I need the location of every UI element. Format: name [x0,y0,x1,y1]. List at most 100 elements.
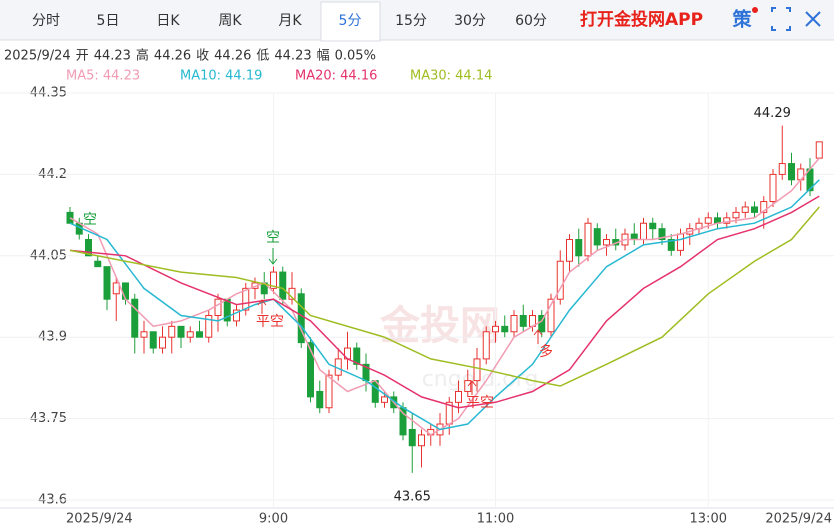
info-value: 44.23 [94,49,131,64]
candle-body [538,314,546,333]
ma-line [69,179,820,431]
candle-body [519,314,527,327]
candle-body [482,331,490,360]
x-tick-label: 2025/9/24 [66,512,133,527]
strategy-icon[interactable]: 策 [732,8,752,31]
tab[interactable]: 5日 [97,13,120,29]
candle-body [122,282,129,300]
candle-body [704,217,712,224]
candle-body [547,298,555,333]
candle-body [788,163,795,181]
candle-body [408,428,416,447]
x-tick-label: 2025/9/24 [765,512,832,527]
close-icon[interactable] [805,11,821,27]
candle-body [566,239,573,262]
candle-body [159,336,166,349]
info-value: 0.05% [335,49,376,64]
active-tab-box [320,1,381,42]
candle-body [168,325,176,338]
tab[interactable]: 15分 [395,13,427,29]
tab[interactable]: 30分 [454,13,486,29]
candle-body [603,239,610,246]
info-label: 低 [256,49,269,64]
candle-body [501,325,509,333]
candle-body [584,222,592,257]
tab[interactable]: 周K [218,13,242,29]
candle-body [103,266,111,300]
candle-body [455,390,462,403]
candle-body [140,331,148,338]
candle-body [556,260,564,300]
candle-body [353,347,361,365]
info-date: 2025/9/24 [4,49,71,64]
candle-body [510,314,518,333]
signal-arrow [268,248,278,265]
candle-body [741,206,749,213]
candle-body [325,374,333,409]
candle-body [473,358,481,382]
fullscreen-icon[interactable] [771,7,791,31]
candle-body [205,314,213,338]
candle-body [149,331,157,349]
candle-body [196,331,203,338]
candle-body [575,239,583,257]
candle-body [316,390,324,409]
candle-body [492,325,499,333]
info-label: 开 [76,49,89,64]
tab[interactable]: 月K [278,13,302,29]
candle-body [233,309,240,322]
signal-arrow [257,299,267,314]
notice-dot [752,7,758,13]
candle-body [94,260,102,268]
candle-body [186,331,194,338]
info-value: 44.26 [154,49,191,64]
candle-body [307,342,314,398]
candle-body [214,298,222,316]
candle-body [677,233,684,251]
candle-body [297,293,305,344]
candle-body [85,239,92,257]
info-value: 44.26 [214,49,251,64]
brand[interactable]: 打开金投网APP [580,9,703,30]
watermark: 金投网 [379,303,500,349]
candle-body [381,396,388,403]
trade-signal: 空 [83,212,97,228]
info-value: 44.23 [274,49,311,64]
legend-entry: MA20: 44.16 [295,69,377,84]
candle-body [658,228,666,241]
candle-body [815,141,823,159]
candle-body [279,271,287,300]
tab[interactable]: 60分 [515,13,547,29]
tab[interactable]: 日K [156,13,180,29]
candle-body [270,271,277,289]
candle-body [131,298,139,338]
x-tick-label: 11:00 [477,512,514,527]
tab-bar [0,0,834,40]
candle-body [630,233,638,241]
candle-body [778,163,786,175]
candle-body [769,173,777,203]
candle-body [593,228,601,246]
tab[interactable]: 5分 [339,13,362,29]
signal-arrow [533,329,543,344]
trade-signal: 平空 [256,314,284,330]
info-label: 高 [136,48,149,64]
candle-body [418,434,425,447]
ma-line [69,195,820,409]
high-label: 44.29 [754,106,791,121]
candle-body [112,282,120,295]
legend-entry: MA5: 44.23 [66,69,140,84]
ma-line [69,157,820,436]
info-label: 幅 [317,49,330,64]
candle-body [242,287,250,311]
candle-body [177,325,185,338]
ma-line [69,206,820,387]
legend-entry: MA10: 44.19 [180,69,262,84]
candle-body [667,239,675,251]
tab[interactable]: 分时 [32,13,60,29]
trade-signal: 平空 [466,395,494,411]
x-tick-label: 13:00 [690,512,727,527]
info-label: 收 [196,49,209,64]
trade-signal: 空 [266,230,280,246]
